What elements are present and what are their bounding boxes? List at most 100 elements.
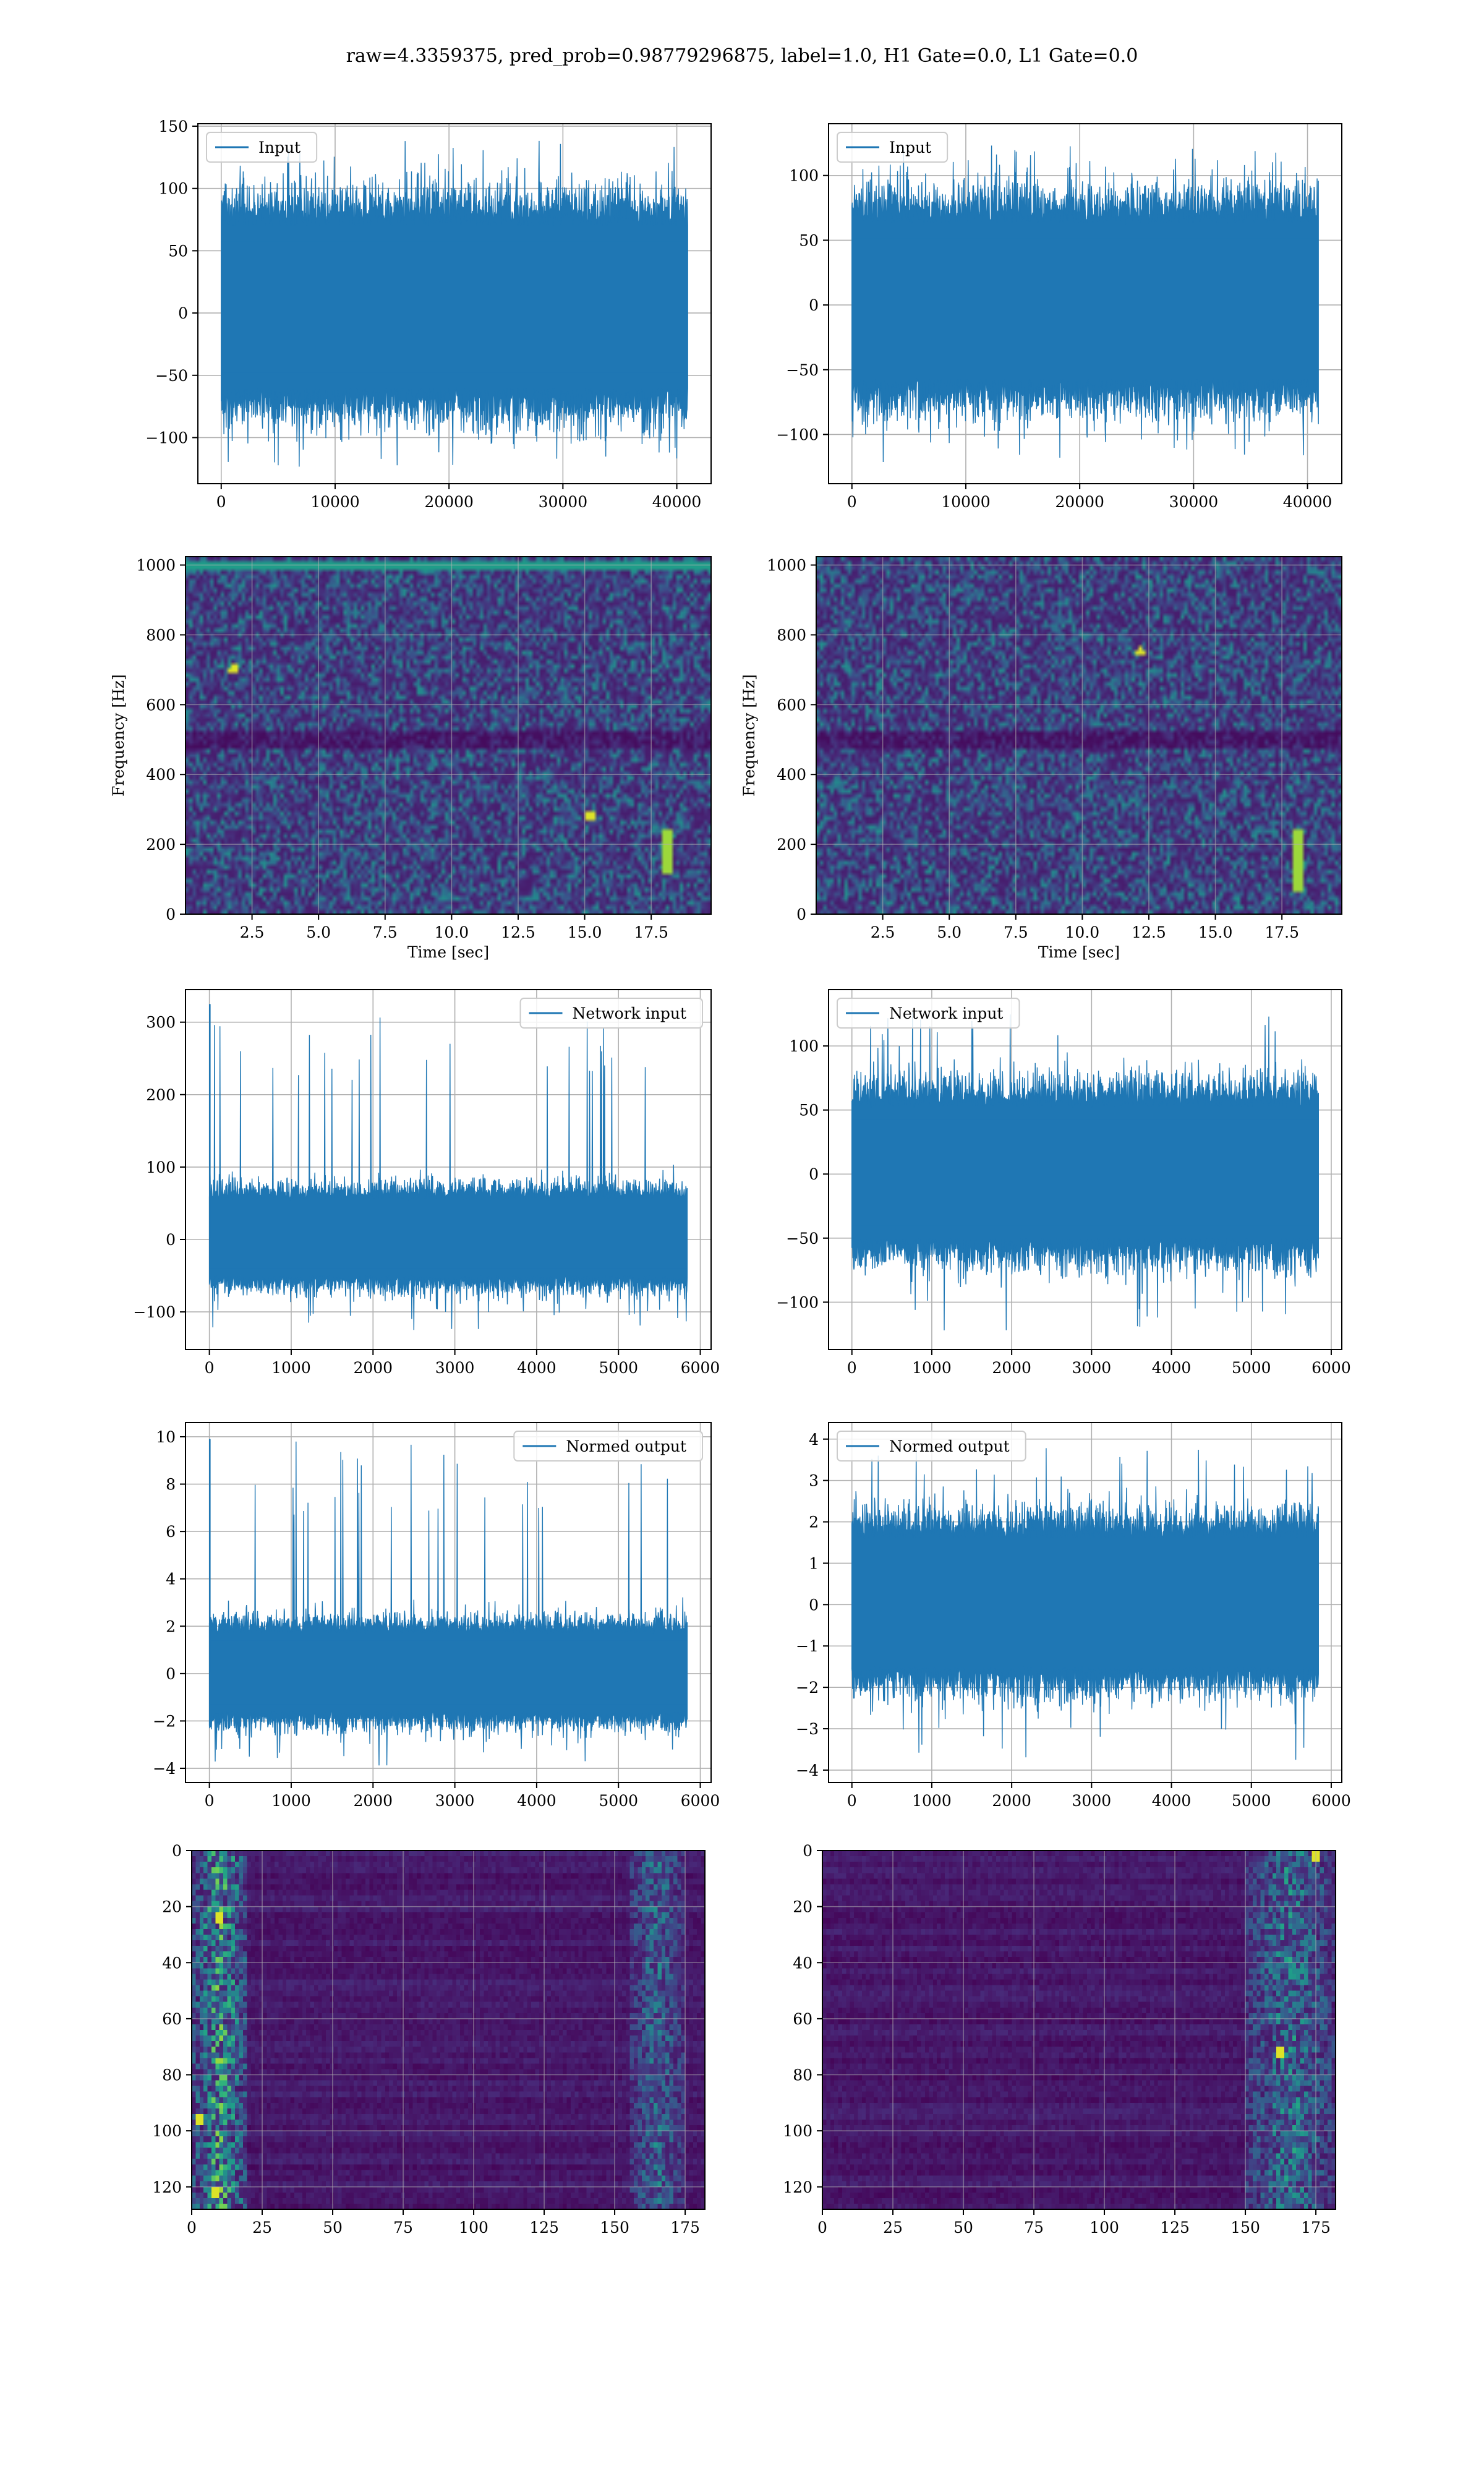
panel-r0-c1-x-tick-label: 0 [847, 493, 857, 511]
panel-r1-c1-x-tick-label: 2.5 [871, 923, 895, 941]
panel-r1-c0: 2.5 5.0 7.5 10.0 12.5 15.0 17.5 0 200 400 600 800 10… [109, 556, 712, 961]
panel-r3-c1-y-tick-label: 0 [809, 1596, 819, 1614]
panel-r1-c1-axes-frame [816, 556, 1342, 915]
panel-r0-c1: 0 10000 20000 30000 40000 −100 −50 0 50 100 Input [776, 123, 1342, 511]
panel-r4-c1-y-tick-label: 120 [783, 2178, 812, 2196]
panel-r2-c0-x-tick-label: 6000 [681, 1359, 720, 1377]
panel-r3-c1-y-tick-label: 2 [809, 1513, 819, 1531]
panel-r3-c0-y-tick-label: 10 [156, 1428, 176, 1446]
panel-r2-c0-x-tick-label: 4000 [517, 1359, 556, 1377]
panel-r3-c1-x-tick-label: 4000 [1152, 1792, 1192, 1810]
panel-r0-c0-x-tick-label: 10000 [310, 493, 360, 511]
panel-r0-c0-y-tick-label: −50 [155, 367, 188, 385]
panel-r4-c0-y-tick-label: 100 [152, 2122, 182, 2140]
panel-r1-c1-heatmap-image [816, 557, 1342, 914]
panel-r1-c1-y-tick-label: 1000 [767, 557, 806, 575]
panel-r2-c1-legend-label: Network input [889, 1004, 1003, 1022]
panel-r2-c1-x-tick-label: 2000 [992, 1359, 1031, 1377]
panel-r3-c1-y-tick-label: −2 [796, 1679, 819, 1697]
panel-r0-c1-x-tick-label: 30000 [1169, 493, 1219, 511]
panel-r0-c0-axes-frame [197, 123, 712, 484]
panel-r0-c1-x-tick-label: 10000 [941, 493, 991, 511]
panel-r1-c1-x-tick-label: 17.5 [1264, 923, 1299, 941]
panel-r3-c1-y-tick-label: 4 [809, 1431, 819, 1449]
panel-r4-c0-y-tick-label: 20 [162, 1898, 182, 1916]
panel-r4-c1-y-tick-label: 100 [783, 2122, 812, 2140]
panel-r0-c1-series-core [851, 238, 1319, 364]
panel-r3-c1-legend-label: Normed output [889, 1437, 1010, 1455]
panel-r4-c1-y-tick-label: 60 [793, 2010, 812, 2028]
panel-r2-c0-x-tick-label: 3000 [435, 1359, 475, 1377]
panel-r2-c1-x-tick-label: 0 [847, 1359, 857, 1377]
panel-r1-c0-axes-frame [185, 556, 712, 915]
panel-r2-c0: 0 1000 2000 3000 4000 5000 6000 −100 0 100 200 300 N… [133, 989, 720, 1377]
panel-r4-c1-x-tick-label: 50 [953, 2219, 973, 2236]
panel-r2-c0-y-tick-label: 100 [146, 1158, 176, 1176]
panel-r2-c1-x-tick-label: 5000 [1232, 1359, 1271, 1377]
panel-r1-c0-x-tick-label: 15.0 [568, 923, 602, 941]
panel-r4-c1-x-tick-label: 150 [1230, 2219, 1260, 2236]
panel-r3-c0-x-tick-label: 1000 [271, 1792, 311, 1810]
panel-r0-c1-x-tick-label: 20000 [1055, 493, 1104, 511]
panel-r0-c0-y-tick-label: 0 [178, 304, 188, 322]
panel-r1-c1-y-tick-label: 600 [777, 696, 806, 714]
panel-r3-c0-legend-label: Normed output [566, 1437, 686, 1455]
panel-r3-c1-y-tick-label: −3 [796, 1720, 819, 1738]
panel-r2-c0-legend-label: Network input [573, 1004, 686, 1022]
panel-r3-c1-y-tick-label: −1 [796, 1637, 819, 1655]
panel-r0-c0-y-tick-label: 50 [168, 242, 188, 260]
panel-r0-c0-x-tick-label: 20000 [424, 493, 474, 511]
panel-r0-c0-x-tick-label: 30000 [539, 493, 588, 511]
panel-r4-c1-x-tick-label: 25 [883, 2219, 903, 2236]
panel-r2-c0-x-tick-label: 0 [205, 1359, 215, 1377]
panel-r2-c1-y-tick-label: 50 [799, 1102, 819, 1119]
panel-r3-c1-x-tick-label: 3000 [1072, 1792, 1112, 1810]
panel-r0-c0-y-tick-label: −100 [145, 429, 188, 447]
panel-r3-c1-x-tick-label: 6000 [1311, 1792, 1351, 1810]
panel-r0-c0-x-tick-label: 40000 [652, 493, 702, 511]
panel-r1-c1-y-tick-label: 400 [777, 766, 806, 784]
panel-r3-c0-y-tick-label: −4 [153, 1760, 176, 1778]
panel-r1-c1-x-tick-label: 15.0 [1198, 923, 1233, 941]
panel-r1-c0-x-tick-label: 7.5 [373, 923, 398, 941]
panel-r3-c0-axes-frame [185, 1422, 712, 1783]
panel-r2-c0-legend-box [519, 998, 703, 1029]
panel-r4-c0-x-tick-label: 50 [323, 2219, 343, 2236]
panel-r4-c1-heatmap-image [822, 1851, 1336, 2209]
panel-r1-c1-x-tick-label: 5.0 [937, 923, 962, 941]
panel-r1-c0-x-tick-label: 2.5 [240, 923, 265, 941]
panel-r4-c1-x-tick-label: 0 [817, 2219, 827, 2236]
panel-r0-c1-legend-label: Input [889, 139, 931, 156]
panel-r1-c1-x-tick-label: 7.5 [1004, 923, 1028, 941]
panel-r4-c1-axes-frame [822, 1850, 1336, 2210]
panel-r4-c1-y-tick-label: 40 [793, 1954, 812, 1972]
panel-r4-c0-y-tick-label: 0 [172, 1842, 182, 1860]
panel-r3-c0-y-tick-label: 4 [166, 1570, 176, 1588]
panel-r0-c1-y-tick-label: −100 [776, 426, 819, 443]
panel-r2-c0-y-tick-label: 300 [146, 1014, 176, 1032]
panel-r2-c0-y-tick-label: −100 [133, 1303, 176, 1321]
panel-r2-c0-x-tick-label: 2000 [353, 1359, 393, 1377]
panel-r0-c0-series-core [221, 241, 688, 373]
panel-r3-c0-x-tick-label: 2000 [353, 1792, 393, 1810]
panel-r3-c0-x-tick-label: 0 [205, 1792, 215, 1810]
panel-r0-c0-y-tick-label: 150 [158, 118, 188, 135]
panel-r3-c0-y-tick-label: 2 [166, 1617, 176, 1635]
panel-r0-c1-axes-frame [828, 123, 1342, 484]
panel-r1-c0-y-tick-label: 1000 [136, 557, 176, 575]
panel-r4-c1-y-tick-label: 80 [793, 2066, 812, 2084]
subplot-grid: 0 10000 20000 30000 40000−100−50050100150Inp… [109, 118, 1351, 2236]
panel-r1-c0-x-axis-label: Time [sec] [407, 943, 489, 961]
panel-r0-c0-y-tick-label: 100 [158, 180, 188, 198]
panel-r3-c0-x-tick-label: 6000 [681, 1792, 720, 1810]
panel-r0-c1-y-tick-label: 100 [789, 167, 819, 185]
panel-r0-c1-x-tick-label: 40000 [1283, 493, 1333, 511]
panel-r3-c0-y-tick-label: 0 [166, 1665, 176, 1683]
panel-r3-c0: 0 1000 2000 3000 4000 5000 6000 −4 −2 0 2 4 6 8 10 Norm… [153, 1422, 720, 1810]
panel-r0-c0: 0 10000 20000 30000 40000 −100 −50 0 50 100 150 Inp… [145, 118, 712, 511]
panel-r4-c0-y-tick-label: 40 [162, 1954, 182, 1972]
panel-r1-c1-y-tick-label: 800 [777, 626, 806, 644]
panel-r4-c0-x-tick-label: 0 [187, 2219, 197, 2236]
panel-r0-c1-legend-box [837, 132, 949, 163]
panel-r4-c1-x-tick-label: 100 [1090, 2219, 1119, 2236]
